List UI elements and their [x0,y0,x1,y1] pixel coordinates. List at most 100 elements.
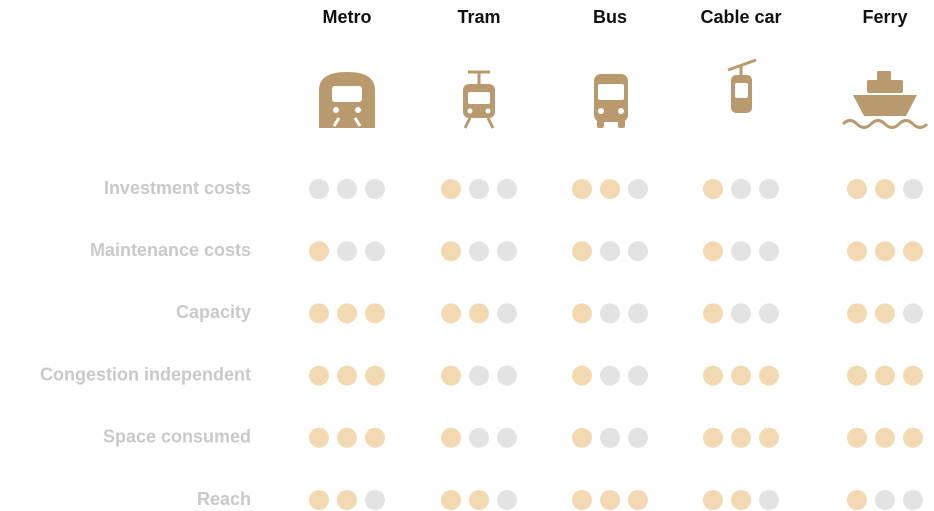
rating-dot [628,179,648,199]
rating-dot [703,427,723,448]
rating-dot [600,427,620,448]
rating-dot [497,427,517,448]
row-label: Space consumed [103,427,251,447]
rating-dot [337,303,357,324]
ferry-icon [841,71,929,129]
rating-dot [441,490,461,510]
rating-dot [703,303,723,324]
rating-dot [309,490,329,510]
rating-dot [337,179,357,199]
rating-dot [337,490,357,510]
rating-dot [759,427,779,448]
rating-dot [497,303,517,324]
rating-dot [309,365,329,386]
rating-dot [600,365,620,386]
metro-icon [319,72,375,128]
rating-dot [847,365,867,386]
rating-dot [365,179,385,199]
rating-dot [847,427,867,448]
rating-dot [628,490,648,510]
rating-dot [572,427,592,448]
rating-dot [903,241,923,262]
cable-car-icon [727,58,757,113]
rating-dot [903,365,923,386]
rating-dot [497,490,517,510]
rating-dot [703,365,723,386]
bus-icon [594,74,628,128]
rating-dot [847,179,867,199]
rating-dot [628,303,648,324]
rating-dot [875,490,895,510]
row-label: Reach [197,489,251,509]
rating-dot [875,303,895,324]
rating-dot [309,179,329,199]
column-header: Metro [323,7,372,27]
rating-dot [600,490,620,510]
rating-dot [309,427,329,448]
rating-dot [365,241,385,262]
rating-dot [847,490,867,510]
rating-dot [731,427,751,448]
rating-dot [469,303,489,324]
rating-dot [759,303,779,324]
rating-dot [731,365,751,386]
rating-dot [469,241,489,262]
rating-dot [572,365,592,386]
rating-dot [497,365,517,386]
row-label: Investment costs [104,178,251,198]
rating-dot [703,241,723,262]
rating-dot [847,303,867,324]
rating-dot [337,365,357,386]
rating-dot [703,179,723,199]
tram-icon [463,70,495,129]
rating-dot [365,490,385,510]
rating-dot [365,303,385,324]
rating-dot [441,365,461,386]
rating-dot [759,241,779,262]
rating-dot [441,241,461,262]
rating-dot [572,490,592,510]
rating-dot [337,427,357,448]
rating-dot [469,427,489,448]
rating-dot [731,490,751,510]
rating-dot [309,241,329,262]
rating-dot [572,179,592,199]
column-header: Bus [593,7,627,27]
column-header: Ferry [862,7,907,27]
rating-dot [441,427,461,448]
rating-dot [497,241,517,262]
rating-dot [309,303,329,324]
rating-dot [759,179,779,199]
rating-dot [875,427,895,448]
rating-dot [875,241,895,262]
rating-dot [903,490,923,510]
rating-dot [628,241,648,262]
rating-dot [903,303,923,324]
rating-dot [759,365,779,386]
rating-dot [600,179,620,199]
rating-dot [628,427,648,448]
rating-dot [875,179,895,199]
rating-dot [441,179,461,199]
rating-dot [703,490,723,510]
rating-dot [469,490,489,510]
rating-dot [875,365,895,386]
row-label: Maintenance costs [90,240,251,260]
rating-dot [903,179,923,199]
rating-dot [365,365,385,386]
rating-dot [600,241,620,262]
rating-dot [731,303,751,324]
rating-dot [365,427,385,448]
rating-dot [903,427,923,448]
rating-dot [759,490,779,510]
rating-dot [497,179,517,199]
rating-dot [572,303,592,324]
rating-dot [469,365,489,386]
row-label: Congestion independent [40,364,251,384]
column-header: Cable car [700,7,781,27]
column-header: Tram [457,7,500,27]
rating-dot [441,303,461,324]
rating-dot [572,241,592,262]
rating-dot [731,179,751,199]
